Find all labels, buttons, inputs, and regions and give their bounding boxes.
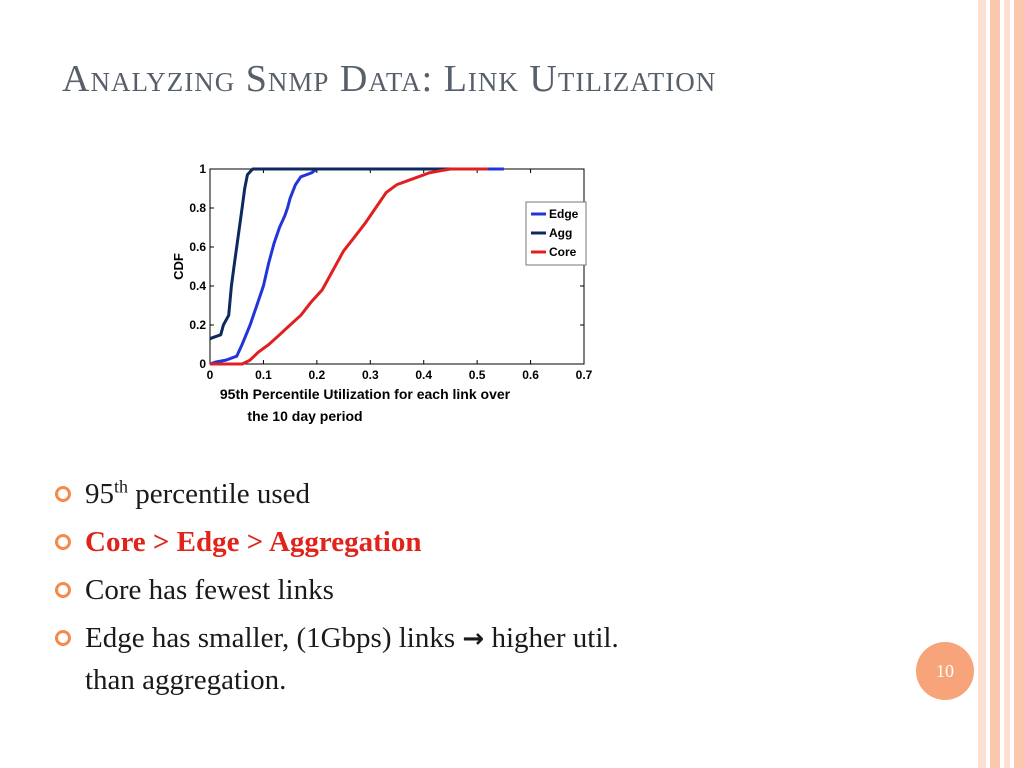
bullet-icon — [55, 486, 71, 502]
bullet-item: 95th percentile used — [55, 470, 875, 518]
y-tick-label: 0.4 — [189, 279, 206, 293]
bullet-text-rest: percentile used — [128, 478, 310, 510]
y-tick-label: 0 — [199, 357, 206, 371]
x-tick-label: 0.6 — [522, 368, 539, 382]
plot-frame — [209, 168, 585, 365]
series-line-core — [210, 167, 488, 366]
x-tick-label: 0.1 — [255, 368, 272, 382]
bullet-superscript: th — [114, 476, 129, 497]
bullet-item: Core > Edge > Aggregation — [55, 518, 875, 566]
y-tick-label: 1 — [199, 162, 206, 176]
bullet-icon — [55, 630, 71, 646]
arrow-right-icon: → — [462, 624, 485, 654]
page-number-badge: 10 — [916, 642, 974, 700]
cdf-chart: 0 0.1 0.2 0.3 0.4 0.5 0.6 0.7 0 0.2 0.4 0.6 0.8 1 CDF 9… — [171, 162, 593, 424]
bullet-text: 95 — [85, 478, 114, 510]
bullet-item: Edge has smaller, (1Gbps) links → higher… — [55, 614, 875, 701]
x-tick-label: 0.7 — [576, 368, 593, 382]
x-axis-label-continued: the 10 day period — [247, 408, 362, 424]
legend-label: Agg — [549, 226, 572, 240]
series-line-edge — [209, 167, 504, 366]
x-tick-label: 0.2 — [309, 368, 326, 382]
bullet-text: Core > Edge > Aggregation — [85, 526, 422, 558]
x-tick-label: 0.5 — [469, 368, 486, 382]
decor-stripe — [1014, 0, 1024, 768]
series-line-agg — [209, 167, 478, 341]
legend-label: Edge — [549, 207, 579, 221]
bullet-continuation: than aggregation. — [85, 664, 287, 696]
x-tick-label: 0.4 — [415, 368, 432, 382]
legend-label: Core — [549, 245, 577, 259]
bullet-text: Edge has smaller, (1Gbps) links — [85, 622, 463, 654]
decor-stripe — [978, 0, 986, 768]
decor-stripe — [1004, 0, 1010, 768]
y-axis-label: CDF — [171, 253, 186, 280]
y-tick-label: 0.2 — [189, 318, 206, 332]
x-tick-label: 0 — [207, 368, 214, 382]
decor-stripe — [990, 0, 1000, 768]
bullet-list: 95th percentile used Core > Edge > Aggre… — [55, 470, 875, 701]
x-tick-label: 0.3 — [362, 368, 379, 382]
y-tick-label: 0.6 — [189, 240, 206, 254]
x-axis-label: 95th Percentile Utilization for each lin… — [220, 386, 511, 402]
bullet-text-rest: higher util. — [484, 622, 619, 654]
bullet-icon — [55, 534, 71, 550]
bullet-icon — [55, 582, 71, 598]
y-tick-label: 0.8 — [189, 201, 206, 215]
bullet-item: Core has fewest links — [55, 566, 875, 614]
slide-title: Analyzing Snmp Data: Link Utilization — [62, 58, 717, 100]
bullet-text: Core has fewest links — [85, 574, 334, 606]
